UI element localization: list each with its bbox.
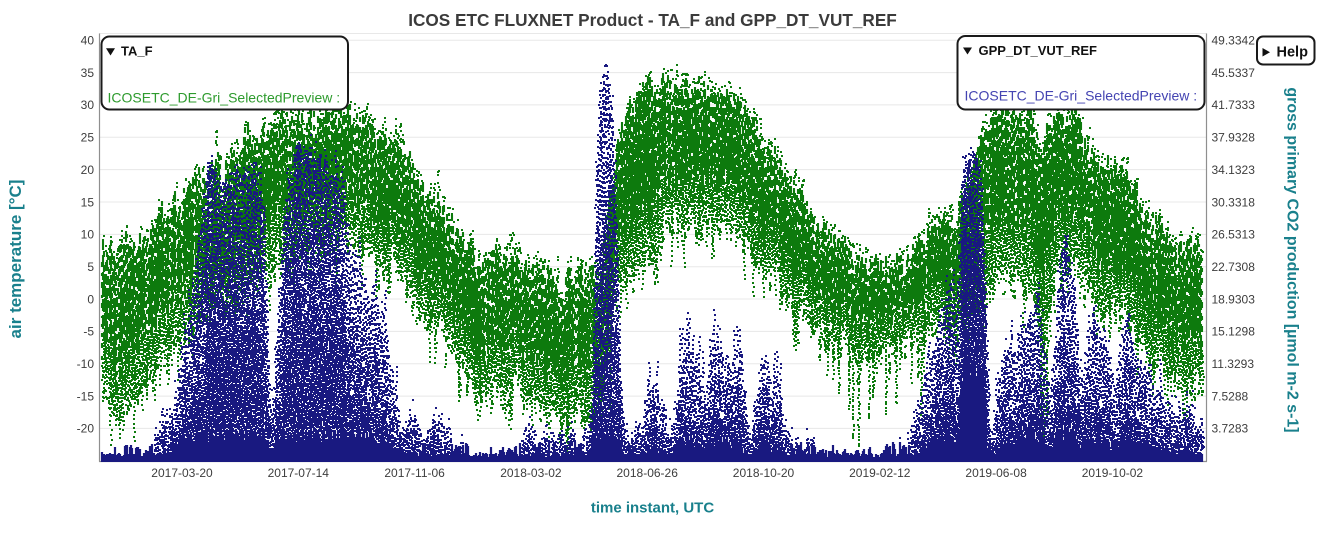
svg-text:45.5337: 45.5337 — [1212, 66, 1256, 80]
svg-text:GPP_DT_VUT_REF: GPP_DT_VUT_REF — [979, 43, 1098, 58]
svg-text:37.9328: 37.9328 — [1212, 131, 1256, 145]
svg-text:15: 15 — [81, 195, 95, 209]
svg-text:30.3318: 30.3318 — [1212, 195, 1256, 209]
svg-text:2018-06-26: 2018-06-26 — [617, 466, 679, 480]
svg-text:10: 10 — [81, 228, 95, 242]
svg-text:15.1298: 15.1298 — [1212, 325, 1256, 339]
svg-text:-15: -15 — [77, 389, 95, 403]
svg-text:TA_F: TA_F — [121, 44, 153, 59]
svg-text:2017-07-14: 2017-07-14 — [268, 466, 330, 480]
svg-text:gross primary CO2 production [: gross primary CO2 production [µmol m-2 s… — [1284, 87, 1301, 432]
svg-text:7.5288: 7.5288 — [1212, 389, 1249, 403]
svg-text:30: 30 — [81, 98, 95, 112]
svg-text:49.3342: 49.3342 — [1212, 34, 1256, 48]
svg-text:2019-02-12: 2019-02-12 — [849, 466, 911, 480]
svg-text:ICOSETC_DE-Gri_SelectedPreview: ICOSETC_DE-Gri_SelectedPreview : — [108, 90, 341, 106]
svg-text:-5: -5 — [83, 325, 94, 339]
svg-text:40: 40 — [81, 34, 95, 48]
svg-text:-10: -10 — [77, 357, 95, 371]
svg-text:air temperature [°C]: air temperature [°C] — [6, 180, 25, 339]
svg-text:26.5313: 26.5313 — [1212, 228, 1256, 242]
svg-text:2019-06-08: 2019-06-08 — [965, 466, 1027, 480]
svg-text:time instant, UTC: time instant, UTC — [591, 500, 715, 517]
svg-text:41.7333: 41.7333 — [1212, 98, 1256, 112]
svg-text:ICOS ETC FLUXNET Product - TA_: ICOS ETC FLUXNET Product - TA_F and GPP_… — [408, 10, 897, 30]
svg-text:2017-11-06: 2017-11-06 — [384, 466, 445, 480]
svg-text:Help: Help — [1277, 45, 1309, 61]
svg-text:0: 0 — [87, 292, 94, 306]
svg-text:25: 25 — [81, 131, 95, 145]
svg-text:2019-10-02: 2019-10-02 — [1082, 466, 1144, 480]
svg-text:ICOSETC_DE-Gri_SelectedPreview: ICOSETC_DE-Gri_SelectedPreview : — [965, 88, 1198, 104]
svg-text:2017-03-20: 2017-03-20 — [151, 466, 213, 480]
svg-text:2018-10-20: 2018-10-20 — [733, 466, 795, 480]
svg-text:18.9303: 18.9303 — [1212, 292, 1256, 306]
svg-text:35: 35 — [81, 66, 95, 80]
svg-text:5: 5 — [87, 260, 94, 274]
svg-text:22.7308: 22.7308 — [1212, 260, 1256, 274]
svg-text:-20: -20 — [77, 422, 95, 436]
svg-text:34.1323: 34.1323 — [1212, 163, 1256, 177]
svg-text:20: 20 — [81, 163, 95, 177]
svg-text:3.7283: 3.7283 — [1212, 422, 1249, 436]
svg-text:2018-03-02: 2018-03-02 — [500, 466, 562, 480]
svg-text:11.3293: 11.3293 — [1212, 357, 1255, 371]
